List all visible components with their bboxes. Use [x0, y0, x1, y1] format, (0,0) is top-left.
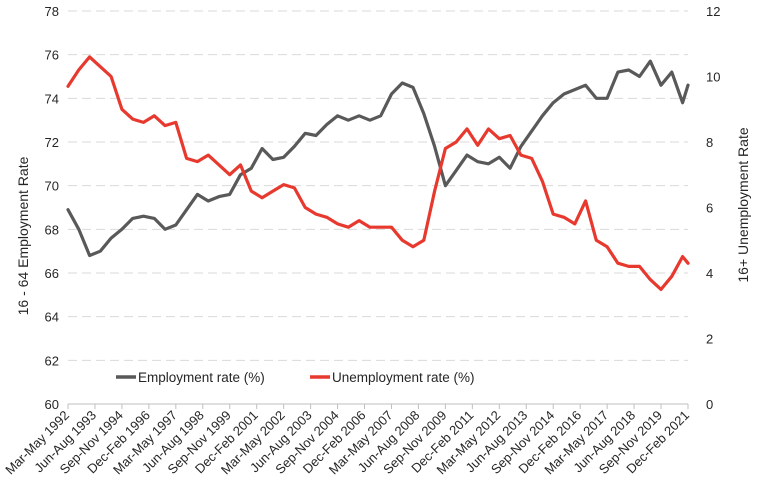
series-lines: [66, 55, 690, 291]
left-tick-label: 72: [45, 135, 59, 150]
left-tick-label: 60: [45, 397, 59, 412]
legend: Employment rate (%) Unemployment rate (%…: [116, 370, 475, 385]
gridlines: [68, 10, 688, 361]
left-tick-label: 66: [45, 266, 59, 281]
legend-label-employment: Employment rate (%): [138, 370, 265, 385]
employment-rate-line: [66, 59, 690, 258]
right-tick-label: 4: [706, 266, 713, 281]
left-axis-title: 16 - 64 Employment Rate: [15, 156, 31, 315]
right-axis-ticks: 0 2 4 6 8 10 12: [706, 4, 720, 412]
left-tick-label: 76: [45, 48, 59, 63]
right-tick-label: 8: [706, 135, 713, 150]
unemployment-rate-line: [66, 55, 690, 291]
right-tick-label: 2: [706, 332, 713, 347]
right-axis-title: 16+ Unemployment Rate: [735, 127, 751, 282]
left-tick-label: 70: [45, 179, 59, 194]
right-tick-label: 12: [706, 4, 720, 19]
right-tick-label: 6: [706, 201, 713, 216]
right-tick-label: 10: [706, 70, 720, 85]
left-tick-label: 64: [45, 310, 59, 325]
right-tick-label: 0: [706, 397, 713, 412]
left-tick-label: 68: [45, 222, 59, 237]
left-tick-label: 78: [45, 4, 59, 19]
legend-label-unemployment: Unemployment rate (%): [332, 370, 475, 385]
left-axis-ticks: 60 62 64 66 68 70 72 74 76 78: [45, 4, 59, 412]
left-tick-label: 74: [45, 91, 59, 106]
left-tick-label: 62: [45, 353, 59, 368]
